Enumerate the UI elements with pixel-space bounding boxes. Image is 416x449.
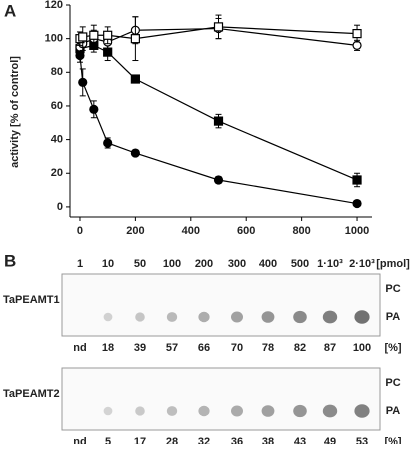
x-tick-label: 200 (126, 225, 144, 237)
percent-label: 38 (262, 436, 274, 444)
percent-label: nd (73, 436, 86, 444)
y-tick-label: 0 (57, 201, 63, 213)
amount-label: 50 (134, 258, 146, 270)
blot (61, 367, 381, 431)
marker (130, 74, 140, 84)
spot (322, 404, 338, 418)
amount-label: 400 (259, 258, 277, 270)
marker (352, 29, 362, 39)
amount-label: 2·10³ (349, 258, 375, 270)
amount-label: 200 (195, 258, 213, 270)
percent-label: 78 (262, 342, 274, 354)
percent-unit: [%] (384, 436, 401, 444)
panel-label: A (4, 1, 16, 20)
amount-label: 100 (163, 258, 181, 270)
marker (78, 32, 88, 42)
percent-label: 70 (231, 342, 243, 354)
spot (293, 404, 307, 418)
percent-label: 49 (324, 436, 336, 444)
spot (198, 405, 210, 417)
spot-label: PA (386, 311, 401, 323)
percent-label: 32 (198, 436, 210, 444)
marker (352, 175, 362, 185)
series-line (79, 44, 358, 181)
y-axis-label: activity [% of control] (9, 56, 21, 168)
percent-label: 87 (324, 342, 336, 354)
spot-label: PA (386, 405, 401, 417)
marker (103, 30, 113, 40)
spot (354, 404, 370, 418)
spot (166, 406, 178, 416)
amount-label: 10 (102, 258, 114, 270)
marker (213, 22, 224, 32)
amount-label: 500 (291, 258, 309, 270)
marker (103, 47, 113, 57)
y-tick-label: 40 (51, 134, 63, 146)
percent-label: 17 (134, 436, 146, 444)
x-tick-label: 600 (237, 225, 255, 237)
blot (61, 273, 381, 337)
y-tick-label: 120 (45, 0, 63, 11)
spot (261, 405, 275, 417)
percent-label: 100 (353, 342, 371, 354)
marker (352, 40, 362, 50)
percent-label: 5 (105, 436, 111, 444)
spot (322, 310, 338, 324)
percent-label: nd (73, 342, 86, 354)
spot (354, 310, 370, 324)
marker (89, 30, 99, 40)
amount-unit: [pmol] (376, 258, 410, 270)
y-tick-label: 80 (51, 66, 63, 78)
y-tick-label: 20 (51, 167, 63, 179)
amount-label: 1 (77, 258, 83, 270)
spot (198, 311, 210, 323)
y-tick-label: 100 (45, 33, 63, 45)
x-tick-label: 800 (292, 225, 310, 237)
spot-label: PC (385, 377, 400, 389)
marker (213, 116, 224, 126)
x-tick-label: 400 (182, 225, 200, 237)
percent-label: 18 (102, 342, 114, 354)
spot (135, 312, 145, 322)
percent-label: 82 (294, 342, 306, 354)
percent-label: 66 (198, 342, 210, 354)
spot (231, 311, 243, 323)
percent-label: 36 (231, 436, 243, 444)
percent-label: 57 (166, 342, 178, 354)
spot (231, 405, 243, 417)
percent-label: 43 (294, 436, 306, 444)
blot-name: TaPEAMT2 (3, 388, 60, 400)
amount-label: 1·10³ (317, 258, 343, 270)
percent-label: 28 (166, 436, 178, 444)
percent-label: 39 (134, 342, 146, 354)
spot (166, 312, 178, 322)
marker (130, 148, 140, 158)
spot (261, 311, 275, 323)
marker (213, 175, 224, 185)
marker (89, 104, 99, 114)
blot-name: TaPEAMT1 (3, 294, 60, 306)
spot (135, 406, 145, 416)
x-tick-label: 1000 (345, 225, 369, 237)
amount-label: 300 (228, 258, 246, 270)
marker (130, 34, 140, 44)
spot (293, 310, 307, 324)
x-tick-label: 0 (77, 225, 83, 237)
spot-label: PC (385, 283, 400, 295)
spot (103, 312, 113, 322)
y-tick-label: 60 (51, 100, 63, 112)
panel-label: B (4, 251, 16, 270)
marker (78, 77, 88, 87)
marker (103, 138, 113, 148)
spot (103, 406, 113, 416)
percent-unit: [%] (384, 342, 401, 354)
marker (352, 198, 362, 209)
percent-label: 53 (356, 436, 368, 444)
